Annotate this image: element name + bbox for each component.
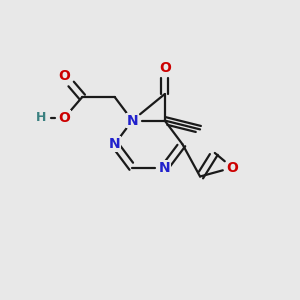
Text: O: O	[59, 69, 70, 83]
Text: O: O	[226, 161, 238, 175]
Text: O: O	[59, 111, 70, 124]
Text: N: N	[109, 137, 121, 151]
Text: H: H	[36, 111, 46, 124]
Text: N: N	[159, 161, 170, 175]
Text: O: O	[159, 61, 171, 75]
Text: N: N	[127, 114, 138, 128]
